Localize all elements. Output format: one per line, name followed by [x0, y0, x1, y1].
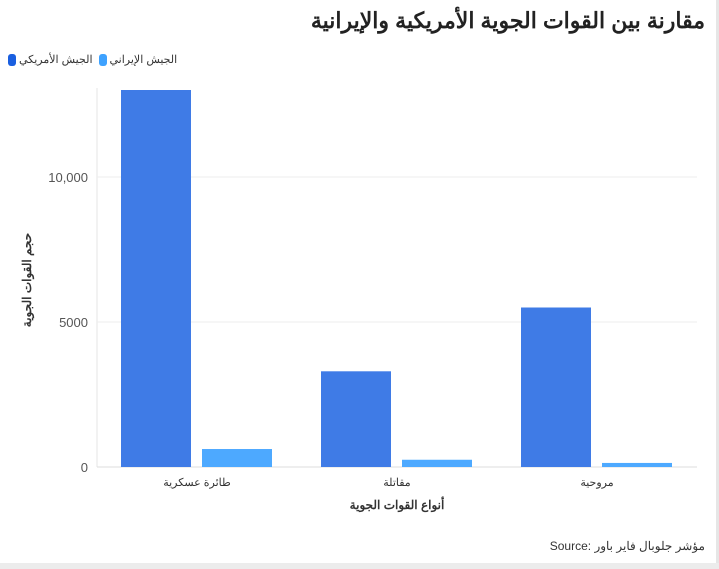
bar-iran: [602, 462, 672, 467]
y-tick-label: 5000: [59, 315, 88, 330]
x-tick-label: مقاتلة: [383, 477, 411, 489]
legend: الجيش الأمريكي الجيش الإيراني: [8, 53, 177, 66]
bottom-band: [0, 563, 719, 569]
y-tick-label: 0: [81, 460, 88, 475]
bar-us: [521, 307, 591, 467]
x-tick-label: مروحية: [580, 477, 613, 489]
bar-iran: [402, 459, 472, 467]
legend-item-iran[interactable]: الجيش الإيراني: [98, 53, 178, 66]
y-tick-label: 10,000: [48, 170, 88, 185]
x-tick-label: طائرة عسكرية: [163, 477, 231, 489]
source-note: Source: مؤشر جلوبال فاير باور: [549, 539, 705, 553]
x-axis-title: أنواع القوات الجوية: [349, 498, 445, 512]
bar-iran: [202, 449, 272, 467]
bar-us: [121, 90, 191, 467]
chart-title: مقارنة بين القوات الجوية الأمريكية والإي…: [310, 8, 705, 33]
bar-us: [321, 371, 391, 467]
legend-item-us[interactable]: الجيش الأمريكي: [8, 53, 93, 66]
legend-swatch-iran: [98, 53, 107, 66]
legend-swatch-us: [8, 53, 16, 66]
right-border: [716, 0, 719, 569]
legend-label-us: الجيش الأمريكي: [19, 54, 93, 66]
legend-label-iran: الجيش الإيراني: [109, 54, 178, 66]
